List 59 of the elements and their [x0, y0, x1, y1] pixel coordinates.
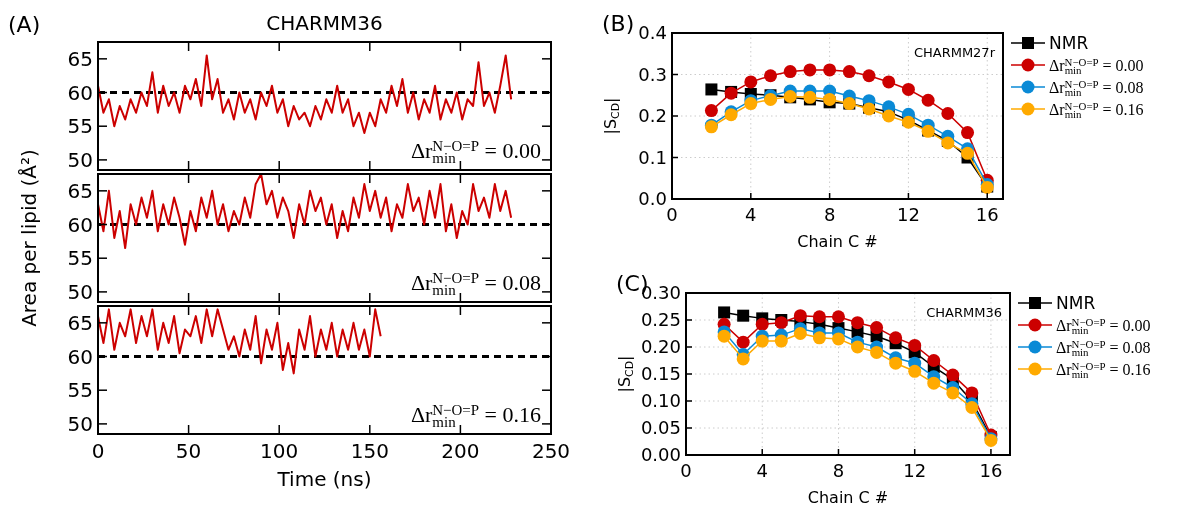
y-tick-label: 0.25 — [640, 309, 681, 331]
x-tick-label: 4 — [756, 460, 768, 481]
annotation: Δr$_{min}$$^{N−O=P}$ = 0.00 — [410, 138, 541, 166]
y-axis-title: Area per lipid (Å²) — [17, 149, 41, 327]
y-tick-label: 50 — [67, 412, 93, 437]
y-tick-label: 55 — [67, 246, 93, 271]
x-tick-label: 150 — [350, 439, 389, 463]
text: (B) — [602, 11, 635, 36]
x-tick-label: 0 — [91, 439, 105, 463]
y-tick-label: 0.15 — [640, 363, 681, 385]
x-tick-label: 0 — [680, 460, 692, 481]
y-tick-label: 50 — [67, 280, 93, 305]
y-tick-label: 60 — [67, 344, 93, 369]
y-tick-label: 0.4 — [638, 22, 667, 44]
legend-label: Δr$_{min}$$^{N−O=P}$ = 0.16 — [1056, 360, 1151, 381]
legend-label: Δr$_{min}$$^{N−O=P}$ = 0.00 — [1056, 316, 1151, 337]
x-tick-label: 8 — [832, 460, 845, 481]
x-tick-label: 200 — [441, 439, 480, 463]
x-axis-title: Chain C # — [807, 488, 889, 507]
text: (A) — [8, 12, 41, 37]
x-tick-label: 4 — [745, 204, 757, 225]
x-tick-label: 12 — [903, 460, 927, 481]
legend-label: Δr$_{min}$$^{N−O=P}$ = 0.08 — [1056, 338, 1151, 359]
y-tick-label: 50 — [67, 148, 93, 173]
y-tick-label: 60 — [67, 212, 93, 237]
y-tick-label: 65 — [67, 47, 93, 72]
x-tick-label: 250 — [531, 439, 571, 463]
y-tick-label: 65 — [67, 311, 93, 336]
chart-title: CHARMM36 — [266, 11, 383, 35]
annotation: CHARMM36 — [926, 305, 1002, 320]
x-axis-title: Time (ns) — [276, 467, 372, 491]
x-tick-label: 100 — [260, 439, 299, 463]
y-tick-label: 0.00 — [640, 444, 681, 466]
y-tick-label: 65 — [67, 179, 93, 204]
annotation: CHARMM27r — [913, 45, 996, 60]
legend-label: Δr$_{min}$$^{N−O=P}$ = 0.16 — [1049, 100, 1144, 121]
y-tick-label: 0.1 — [638, 146, 667, 168]
x-tick-label: 12 — [896, 204, 920, 225]
y-tick-label: 0.05 — [640, 417, 681, 439]
legend-label: Δr$_{min}$$^{N−O=P}$ = 0.08 — [1049, 78, 1144, 99]
legend-label: NMR — [1056, 293, 1096, 313]
x-axis-title: Chain C # — [797, 232, 878, 251]
legend-label: NMR — [1049, 33, 1089, 53]
legend-label: Δr$_{min}$$^{N−O=P}$ = 0.00 — [1049, 56, 1144, 77]
annotation: Δr$_{min}$$^{N−O=P}$ = 0.08 — [410, 270, 541, 298]
x-tick-label: 8 — [823, 204, 836, 225]
y-tick-label: 0.10 — [640, 390, 681, 412]
y-tick-label: 55 — [67, 114, 93, 139]
y-tick-label: 0.0 — [638, 188, 667, 210]
x-tick-label: 0 — [666, 204, 678, 225]
annotation: Δr$_{min}$$^{N−O=P}$ = 0.16 — [410, 402, 541, 430]
x-tick-label: 50 — [175, 439, 202, 463]
x-tick-label: 16 — [979, 460, 1003, 481]
y-tick-label: 55 — [67, 378, 93, 403]
y-tick-label: 0.2 — [638, 105, 667, 127]
y-tick-label: 0.20 — [640, 336, 681, 358]
y-tick-label: 0.3 — [638, 63, 667, 85]
y-tick-label: 60 — [67, 80, 93, 105]
x-tick-label: 16 — [975, 204, 999, 225]
